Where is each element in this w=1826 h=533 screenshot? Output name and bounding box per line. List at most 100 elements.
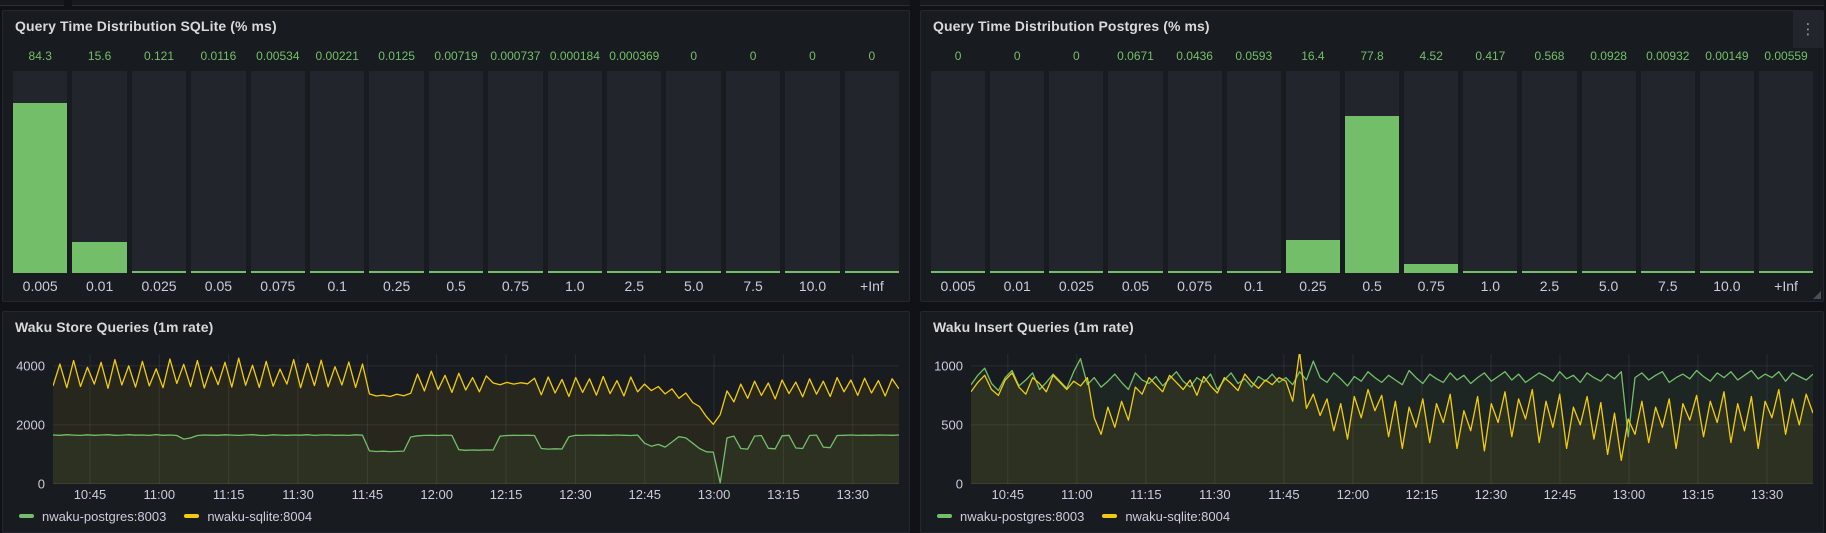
bar-value-label: 15.6 [87, 49, 112, 63]
histogram-bars-area [931, 71, 1814, 273]
histogram-bar-track [1463, 71, 1518, 273]
panel-title[interactable]: Waku Store Queries (1m rate) [15, 319, 214, 335]
bar-value-label: 0.121 [144, 49, 175, 63]
histogram-bar [428, 271, 484, 273]
x-axis-tick-label: 10:45 [991, 487, 1025, 502]
histogram-bar-track [369, 71, 424, 273]
histogram-bar-track [1522, 71, 1577, 273]
histogram-bar [1226, 271, 1281, 273]
x-axis-tick-label: 12:30 [559, 487, 592, 502]
legend-item[interactable]: nwaku-postgres:8003 [19, 509, 166, 524]
histogram-bar [844, 271, 900, 273]
bar-value-label: 0.00534 [256, 49, 300, 63]
legend-series-swatch [184, 514, 200, 518]
x-axis-tick-label: 0.5 [1362, 278, 1382, 294]
bar-value-label: 0 [954, 49, 962, 63]
histogram-bar-track [725, 71, 781, 273]
y-axis-tick-label: 0 [955, 476, 963, 492]
histogram-bar [666, 271, 721, 273]
bar-value-label: 0 [1073, 49, 1080, 63]
bar-value-label: 0 [1013, 49, 1021, 63]
histogram-bar-track [488, 71, 543, 273]
panel-title[interactable]: Waku Insert Queries (1m rate) [933, 319, 1134, 335]
legend-series-label: nwaku-sqlite:8004 [1125, 508, 1231, 524]
histogram-bar [1758, 271, 1814, 273]
panel-header: Query Time Distribution Postgres (% ms) … [921, 10, 1823, 48]
x-axis: 10:45 11:00 11:15 11:30 11:45 12:00 12:15 12:30… [971, 484, 1813, 504]
histogram-bar-track [13, 71, 68, 273]
bar-value-label: 4.52 [1419, 49, 1443, 63]
histogram-bar [191, 271, 246, 273]
series-line [971, 354, 1813, 462]
time-series-plot-area[interactable] [971, 354, 1813, 484]
x-axis-tick-label: 0.75 [501, 278, 530, 294]
bar-value-label: 0.0125 [378, 49, 415, 63]
histogram-bar [1285, 239, 1340, 273]
x-axis-tick-label: +Inf [860, 278, 884, 294]
panel-title[interactable]: Query Time Distribution Postgres (% ms) [933, 18, 1210, 34]
y-axis: 0 2000 4000 [9, 354, 53, 491]
time-series-main: 0 500 1000 [927, 354, 1813, 492]
x-axis-tick-label: 2.5 [624, 278, 644, 294]
histogram-bar [990, 271, 1045, 273]
x-axis-tick-label: 0.075 [260, 278, 296, 294]
legend-item[interactable]: nwaku-sqlite:8004 [184, 509, 312, 524]
x-axis-tick-label: 0.005 [22, 278, 58, 294]
histogram-bar [1404, 263, 1459, 273]
bar-value-label: 0.0116 [200, 49, 237, 63]
bar-value-label: 0.0593 [1235, 49, 1273, 63]
histogram-bar-track [310, 71, 365, 273]
bar-value-label: 77.8 [1360, 49, 1384, 63]
histogram-bar-track [990, 71, 1045, 273]
histogram-x-axis: 0.005 0.01 0.025 0.05 0.075 0.1 0.25 0.5 0.75 1.0… [13, 278, 899, 294]
x-axis-tick-label: 0.005 [940, 278, 976, 294]
histogram-bar [310, 271, 365, 273]
x-axis-tick-label: 0.01 [85, 278, 114, 294]
bar-value-label: 0.0928 [1590, 49, 1627, 63]
histogram-bar [1640, 271, 1695, 273]
histogram-bar [931, 271, 986, 273]
histogram-bar-track [1167, 71, 1222, 273]
panel-title[interactable]: Query Time Distribution SQLite (% ms) [15, 18, 277, 34]
chart-legend: nwaku-postgres:8003 nwaku-sqlite:8004 [921, 504, 1823, 532]
histogram-bar [785, 271, 840, 273]
panel-resize-handle[interactable] [1813, 291, 1821, 299]
time-series-plot-area[interactable] [53, 354, 899, 484]
x-axis-tick-label: 11:00 [143, 487, 176, 502]
histogram-x-axis: 0.005 0.01 0.025 0.05 0.075 0.1 0.25 0.5 0.75 1.0… [931, 278, 1813, 294]
histogram-bar-track [1226, 71, 1281, 273]
histogram-bar [547, 271, 603, 273]
bar-value-label: 0 [690, 49, 698, 63]
bar-value-label: 0.00932 [1646, 49, 1690, 63]
legend-item[interactable]: nwaku-sqlite:8004 [1102, 509, 1230, 524]
bar-value-label: 0.000369 [609, 49, 660, 63]
x-axis-tick-label: 12:00 [420, 487, 453, 502]
bar-value-label: 0.568 [1534, 49, 1565, 63]
histogram-bar [131, 271, 187, 273]
x-axis-tick-label: 12:15 [1405, 487, 1439, 502]
legend-series-swatch [1102, 514, 1118, 518]
histogram-bar-track [131, 71, 187, 273]
histogram-bar [1522, 271, 1577, 273]
x-axis-tick-label: 1.0 [1480, 278, 1501, 294]
histogram-bar-track [785, 71, 840, 273]
panel-header: Waku Insert Queries (1m rate) [921, 312, 1823, 342]
x-axis-tick-label: 7.5 [743, 278, 763, 294]
bar-value-label: 0.00719 [434, 49, 478, 63]
legend-item[interactable]: nwaku-postgres:8003 [937, 509, 1084, 524]
histogram-bar-track [191, 71, 246, 273]
histogram-bar [725, 271, 781, 273]
y-axis-tick-label: 4000 [16, 358, 45, 374]
x-axis-tick-label: 0.1 [1244, 278, 1264, 294]
bar-value-label: 0.0436 [1176, 49, 1213, 63]
x-axis-tick-label: 12:00 [1336, 487, 1370, 502]
histogram-bar [1463, 271, 1518, 273]
histogram-bar [250, 271, 306, 273]
panel-menu-kebab-icon[interactable]: ⋮ [1793, 10, 1823, 48]
histogram-bar-track [607, 71, 662, 273]
x-axis-tick-label: 0.75 [1417, 278, 1445, 294]
histogram-bar-track [666, 71, 721, 273]
histogram-bar [1581, 271, 1636, 273]
bar-value-label: 0 [749, 49, 757, 63]
bar-value-label: 0 [868, 49, 876, 63]
